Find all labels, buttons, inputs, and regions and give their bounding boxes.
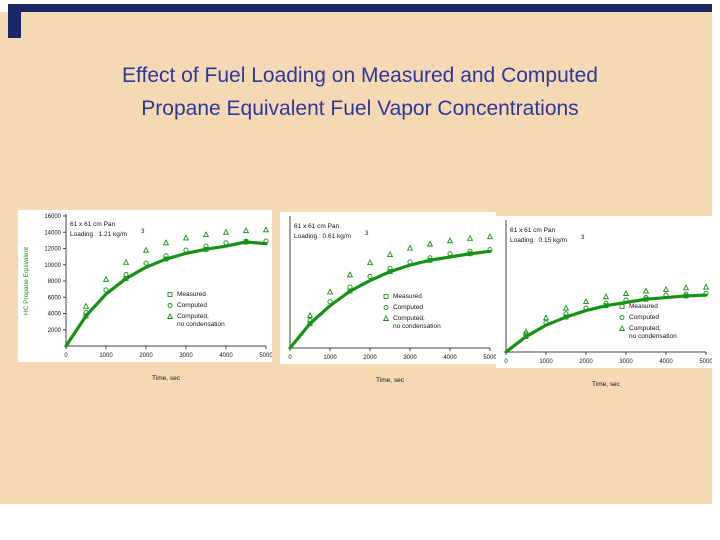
svg-text:Computed: Computed [177, 302, 207, 309]
svg-text:Computed: Computed [393, 304, 423, 311]
svg-text:Computed,: Computed, [629, 325, 661, 332]
svg-text:Measured: Measured [393, 293, 422, 300]
svg-text:4000: 4000 [659, 359, 673, 365]
svg-text:0: 0 [64, 353, 68, 359]
svg-text:12000: 12000 [44, 247, 61, 253]
svg-text:1000: 1000 [323, 355, 337, 361]
svg-text:Time, sec: Time, sec [592, 381, 621, 388]
svg-text:no condensation: no condensation [393, 323, 441, 330]
chart-svg: 0 1000 2000 3000 4000 5000 61 x 61 cm PanLoadi… [496, 216, 713, 388]
svg-text:5000: 5000 [699, 359, 712, 365]
svg-text:2000: 2000 [579, 359, 593, 365]
chart-svg: 0 1000 2000 3000 4000 5000 61 x 61 cm PanLoadi… [280, 212, 497, 384]
svg-text:4000: 4000 [219, 353, 233, 359]
svg-text:Loading : 0.15 kg/m3: Loading : 0.15 kg/m 3 [510, 235, 585, 244]
svg-text:Loading : 0.61 kg/m3: Loading : 0.61 kg/m 3 [294, 231, 369, 240]
svg-text:5000: 5000 [483, 355, 496, 361]
svg-text:16000: 16000 [44, 214, 61, 220]
svg-text:HC Propane Equivalent: HC Propane Equivalent [23, 247, 30, 315]
svg-text:2000: 2000 [139, 353, 153, 359]
left-border-notch [8, 4, 21, 38]
svg-text:2000: 2000 [48, 328, 62, 334]
chart-1: 0 1000 2000 3000 4000 5000 2000 4000 6000 8000 100… [18, 210, 273, 397]
svg-text:3000: 3000 [619, 359, 633, 365]
svg-text:61 x 61 cm Pan: 61 x 61 cm Pan [294, 223, 340, 230]
svg-text:2000: 2000 [363, 355, 377, 361]
svg-text:Measured: Measured [177, 291, 206, 298]
svg-text:3000: 3000 [403, 355, 417, 361]
svg-text:Loading : 1.21 kg/m3: Loading : 1.21 kg/m 3 [70, 229, 145, 238]
svg-text:61 x 61 cm Pan: 61 x 61 cm Pan [70, 221, 116, 228]
svg-text:1000: 1000 [539, 359, 553, 365]
svg-text:1000: 1000 [99, 353, 113, 359]
chart-2: 0 1000 2000 3000 4000 5000 61 x 61 cm Pan Loadi… [280, 212, 497, 399]
svg-text:Time, sec: Time, sec [152, 375, 181, 382]
svg-text:no condensation: no condensation [177, 321, 225, 328]
svg-text:0: 0 [288, 355, 292, 361]
svg-text:Time, sec: Time, sec [376, 377, 405, 384]
svg-text:5000: 5000 [259, 353, 272, 359]
slide-title-line2: Propane Equivalent Fuel Vapor Concentrat… [141, 96, 579, 120]
chart-3: 0 1000 2000 3000 4000 5000 61 x 61 cm Pan Loadi… [496, 216, 713, 403]
svg-text:0: 0 [504, 359, 508, 365]
svg-text:no condensation: no condensation [629, 333, 677, 340]
slide-title: Effect of Fuel Loading on Measured and C… [50, 60, 670, 125]
svg-text:10000: 10000 [44, 263, 61, 269]
svg-text:61 x 61 cm Pan: 61 x 61 cm Pan [510, 227, 556, 234]
svg-text:6000: 6000 [48, 295, 62, 301]
slide-title-line1: Effect of Fuel Loading on Measured and C… [122, 64, 598, 87]
svg-text:8000: 8000 [48, 279, 62, 285]
svg-text:3000: 3000 [179, 353, 193, 359]
svg-text:14000: 14000 [44, 230, 61, 236]
svg-text:Computed,: Computed, [393, 315, 425, 322]
svg-text:4000: 4000 [48, 312, 62, 318]
svg-text:Measured: Measured [629, 303, 658, 310]
svg-text:4000: 4000 [443, 355, 457, 361]
svg-text:Computed,: Computed, [177, 313, 209, 320]
svg-text:Computed: Computed [629, 314, 659, 321]
top-border-bar [8, 4, 712, 12]
chart-svg: 0 1000 2000 3000 4000 5000 2000 4000 6000 8000 100… [18, 210, 273, 382]
